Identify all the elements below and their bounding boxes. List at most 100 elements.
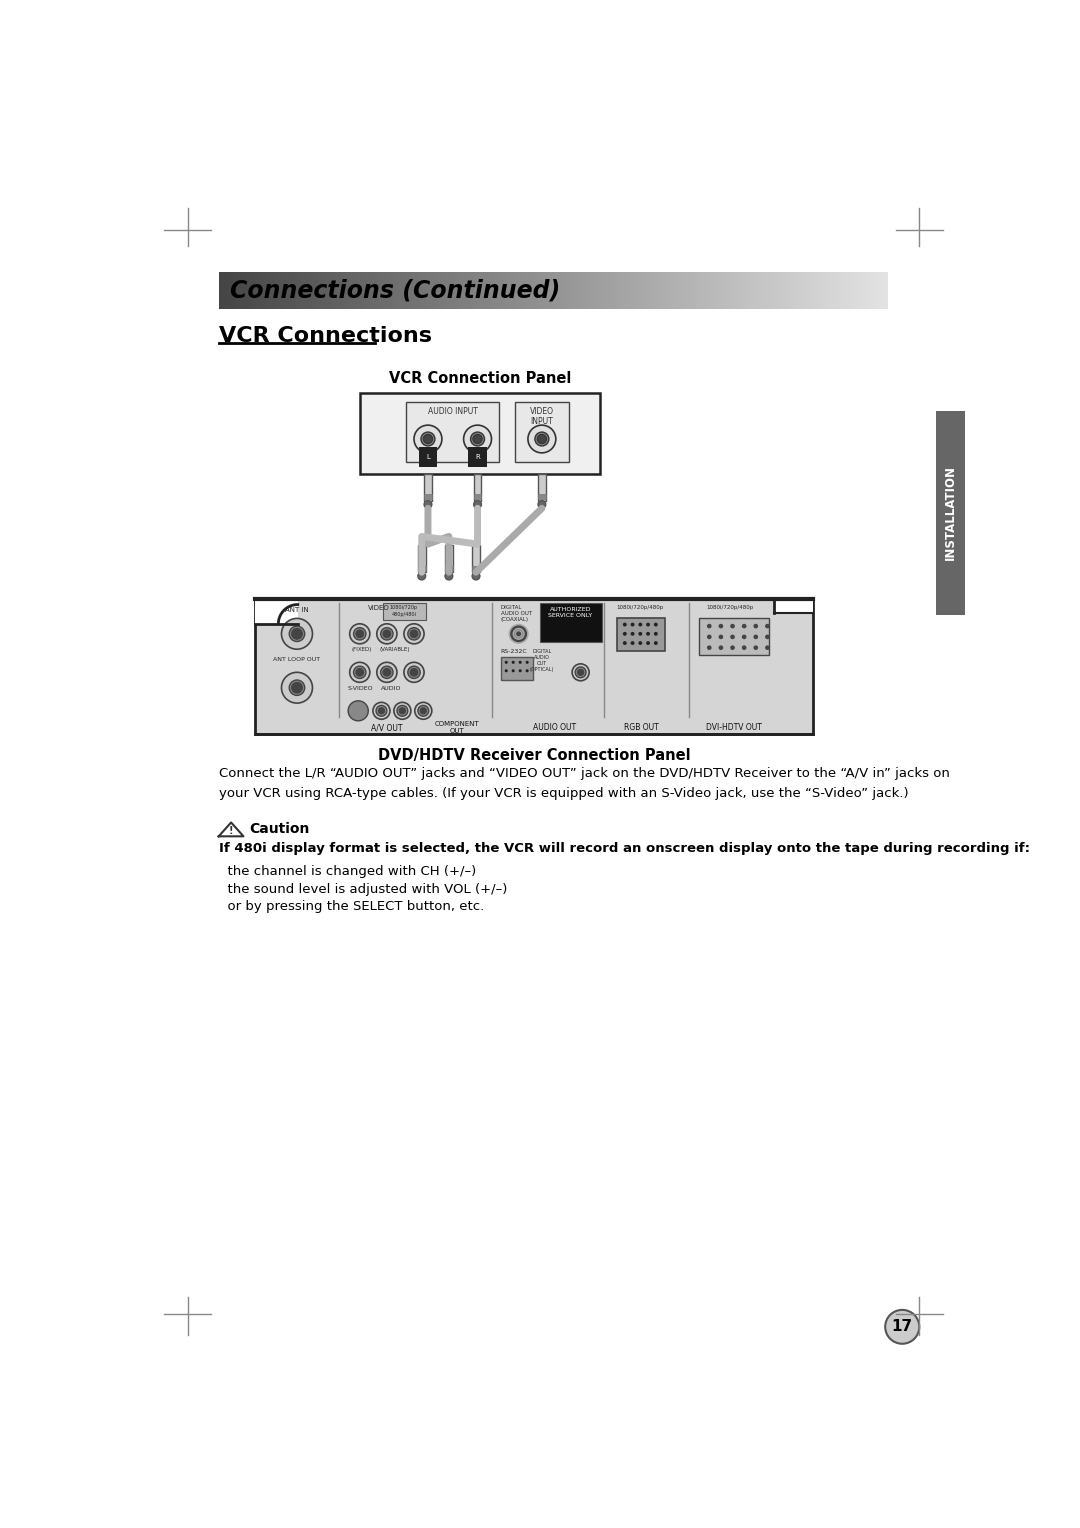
Bar (275, 272, 280, 309)
Bar (883, 272, 888, 309)
Circle shape (646, 622, 650, 626)
Circle shape (473, 434, 482, 443)
Circle shape (471, 432, 485, 446)
Circle shape (718, 623, 724, 628)
Bar (733, 272, 738, 309)
Circle shape (289, 626, 305, 642)
Bar (306, 272, 310, 309)
Circle shape (377, 623, 397, 643)
Bar (269, 272, 273, 309)
Bar (863, 272, 867, 309)
Bar (226, 272, 229, 309)
Bar (750, 272, 754, 309)
Bar (716, 272, 720, 309)
Circle shape (408, 628, 420, 640)
Circle shape (510, 625, 528, 643)
Circle shape (353, 628, 366, 640)
Text: AUDIO: AUDIO (380, 686, 401, 691)
Circle shape (623, 622, 626, 626)
Text: Connections (Continued): Connections (Continued) (230, 278, 559, 303)
Bar (519, 272, 524, 309)
Bar (279, 272, 283, 309)
Bar (366, 272, 369, 309)
Bar (756, 272, 760, 309)
Bar (285, 272, 289, 309)
Circle shape (765, 645, 770, 649)
Circle shape (718, 645, 724, 649)
Bar (299, 272, 303, 309)
Circle shape (418, 571, 426, 581)
Bar (510, 272, 513, 309)
Bar (807, 272, 811, 309)
Bar (777, 272, 781, 309)
Text: AUDIO INPUT: AUDIO INPUT (428, 406, 477, 416)
Bar (847, 272, 851, 309)
Bar (583, 272, 586, 309)
Bar (710, 272, 714, 309)
Bar (700, 272, 704, 309)
Circle shape (408, 666, 420, 678)
Bar (874, 272, 878, 309)
Bar (563, 272, 567, 309)
Bar (472, 565, 480, 570)
Circle shape (445, 571, 453, 581)
Text: VCR Connection Panel: VCR Connection Panel (389, 371, 571, 387)
Bar (643, 272, 647, 309)
Bar (449, 272, 454, 309)
Circle shape (707, 645, 712, 649)
Bar (383, 604, 426, 620)
Bar (392, 272, 396, 309)
Bar (229, 272, 233, 309)
Bar (453, 272, 457, 309)
Bar (813, 272, 818, 309)
Text: A/V OUT: A/V OUT (372, 723, 403, 732)
Circle shape (424, 501, 432, 509)
Circle shape (292, 628, 302, 639)
Bar (255, 599, 298, 623)
Circle shape (515, 631, 522, 637)
Bar (445, 545, 453, 571)
Bar (474, 474, 482, 501)
Bar (472, 545, 480, 571)
Bar (679, 272, 684, 309)
Bar (633, 272, 637, 309)
Bar (870, 272, 874, 309)
Text: RS-232C: RS-232C (501, 649, 527, 654)
Bar (336, 272, 340, 309)
Circle shape (730, 623, 734, 628)
Circle shape (512, 660, 515, 663)
Bar (282, 272, 286, 309)
Bar (603, 272, 607, 309)
Bar (523, 272, 527, 309)
Bar (272, 272, 276, 309)
Bar (636, 272, 640, 309)
Bar (422, 272, 427, 309)
Bar (529, 272, 534, 309)
Bar (218, 272, 222, 309)
Circle shape (472, 571, 480, 581)
Bar (740, 272, 744, 309)
Circle shape (414, 425, 442, 452)
Bar (697, 272, 701, 309)
Bar (259, 272, 262, 309)
Circle shape (537, 434, 546, 443)
Bar (436, 272, 440, 309)
Circle shape (707, 623, 712, 628)
Bar (877, 272, 881, 309)
Bar (743, 272, 747, 309)
Polygon shape (218, 822, 243, 836)
Bar (590, 272, 594, 309)
Bar (382, 272, 387, 309)
Circle shape (394, 703, 410, 720)
Bar (703, 272, 707, 309)
Bar (505, 272, 510, 309)
Circle shape (742, 645, 746, 649)
Bar (376, 272, 380, 309)
Circle shape (292, 683, 302, 694)
Circle shape (576, 666, 586, 678)
Bar (706, 272, 711, 309)
Bar (293, 272, 296, 309)
Circle shape (383, 668, 391, 677)
Bar (516, 272, 521, 309)
Bar (609, 272, 613, 309)
